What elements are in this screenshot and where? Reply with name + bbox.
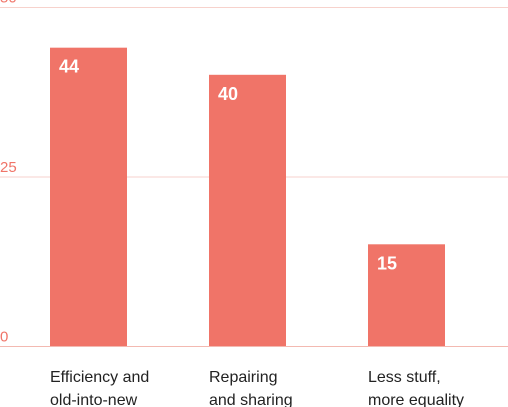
y-tick-label-50: 50 (0, 0, 17, 7)
category-label-0-0: Efficiency and (50, 369, 149, 386)
category-label-1-0: Repairing (209, 369, 277, 386)
y-tick-label-25: 25 (0, 159, 17, 176)
category-label-2-1: more equality (368, 392, 464, 407)
bars (50, 47, 445, 347)
y-axis-ticks: 0 25 50 (0, 0, 17, 346)
category-label-1-1: and sharing (209, 392, 293, 407)
category-labels: Efficiency and old-into-new Repairing and s… (50, 369, 464, 407)
data-label-0: 44 (59, 57, 79, 77)
bar-1 (209, 74, 286, 347)
bar-2 (368, 244, 445, 346)
data-label-2: 15 (377, 253, 397, 273)
bar-0 (50, 47, 127, 347)
category-label-0-1: old-into-new (50, 392, 138, 407)
y-tick-label-0: 0 (0, 329, 8, 346)
category-label-2-0: Less stuff, (368, 369, 441, 386)
data-labels: 44 40 15 (59, 57, 397, 274)
data-label-1: 40 (218, 84, 238, 104)
